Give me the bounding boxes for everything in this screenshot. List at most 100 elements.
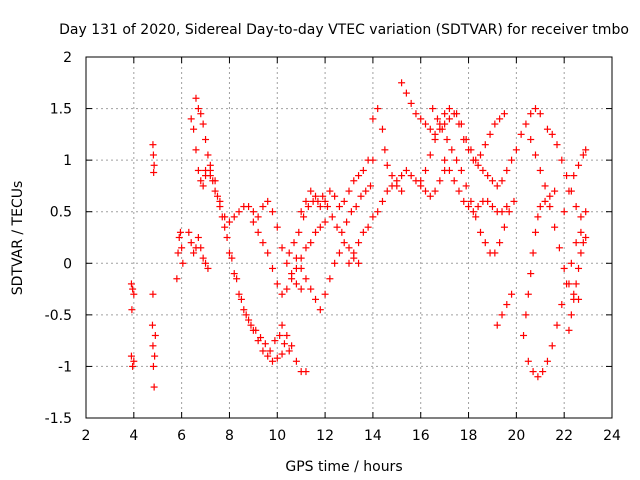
data-point [462, 182, 470, 190]
data-point [319, 192, 327, 200]
data-point [567, 311, 575, 319]
data-point [326, 187, 334, 195]
data-point [369, 213, 377, 221]
data-point [560, 264, 568, 272]
data-point [553, 321, 561, 329]
data-point [321, 290, 329, 298]
data-point [304, 203, 312, 211]
axis-ticks [85, 56, 613, 419]
data-point [302, 368, 310, 376]
data-point [441, 110, 449, 118]
data-point [491, 120, 499, 128]
y-tick-label: 1 [63, 153, 72, 169]
data-point [355, 239, 363, 247]
data-point [149, 342, 157, 350]
data-point [484, 172, 492, 180]
data-point [443, 136, 451, 144]
y-tick-label: -0.5 [45, 308, 72, 324]
data-point [536, 110, 544, 118]
data-point [338, 228, 346, 236]
data-point [422, 187, 430, 195]
data-point [577, 228, 585, 236]
data-point [563, 280, 571, 288]
data-point [548, 130, 556, 138]
data-point [412, 110, 420, 118]
data-point [472, 213, 480, 221]
data-point [575, 264, 583, 272]
data-point [150, 169, 158, 177]
data-point [472, 156, 480, 164]
data-point [369, 156, 377, 164]
data-point [276, 331, 284, 339]
data-point [283, 259, 291, 267]
data-point [206, 172, 214, 180]
data-point [245, 316, 253, 324]
data-point [536, 203, 544, 211]
data-point [510, 197, 518, 205]
data-point [302, 244, 310, 252]
data-point [357, 192, 365, 200]
data-point [524, 357, 532, 365]
data-point [199, 120, 207, 128]
data-point [288, 275, 296, 283]
data-point [321, 218, 329, 226]
data-point [563, 172, 571, 180]
data-point [214, 192, 221, 200]
data-point [197, 177, 205, 185]
data-point [417, 177, 425, 185]
grid-lines [86, 57, 612, 418]
x-tick-label: 22 [555, 428, 573, 444]
y-tick-labels: -1.5 -1 -0.5 0 0.5 1 1.5 2 [45, 50, 72, 427]
data-point [129, 285, 137, 293]
y-axis-title: SDTVAR / TECUs [10, 181, 26, 296]
data-point [331, 192, 339, 200]
data-point [465, 203, 473, 211]
data-point [438, 125, 446, 133]
data-point [496, 115, 504, 123]
data-point [128, 306, 136, 314]
data-point [235, 208, 243, 216]
data-point [264, 197, 272, 205]
data-point [278, 350, 286, 358]
data-point [529, 368, 537, 376]
data-point [500, 110, 508, 118]
data-point [150, 383, 158, 391]
data-point [151, 331, 159, 339]
data-point [259, 239, 267, 247]
data-point [462, 136, 470, 144]
data-point [527, 110, 535, 118]
data-point [522, 120, 530, 128]
data-point [221, 223, 229, 231]
data-point [436, 120, 444, 128]
data-point [508, 156, 516, 164]
data-point [429, 105, 437, 113]
data-point [149, 141, 157, 149]
data-point [297, 264, 305, 272]
data-point [572, 239, 580, 247]
data-point [187, 115, 195, 123]
data-point [335, 249, 343, 257]
data-point [268, 208, 276, 216]
data-point [202, 259, 210, 267]
data-point [572, 280, 580, 288]
data-point [527, 136, 535, 144]
data-point [221, 213, 229, 221]
data-point [240, 306, 248, 314]
data-point [235, 290, 243, 298]
data-point [364, 223, 372, 231]
x-tick-label: 6 [177, 428, 186, 444]
data-point [273, 223, 281, 231]
data-point [199, 182, 207, 190]
data-point [312, 228, 320, 236]
data-point [127, 352, 135, 360]
data-point [558, 156, 566, 164]
data-point [211, 187, 219, 195]
data-point [292, 280, 300, 288]
data-point [503, 203, 511, 211]
data-point [307, 239, 315, 247]
data-point [359, 228, 367, 236]
data-point [345, 259, 353, 267]
data-point [285, 347, 293, 355]
data-point [493, 182, 501, 190]
